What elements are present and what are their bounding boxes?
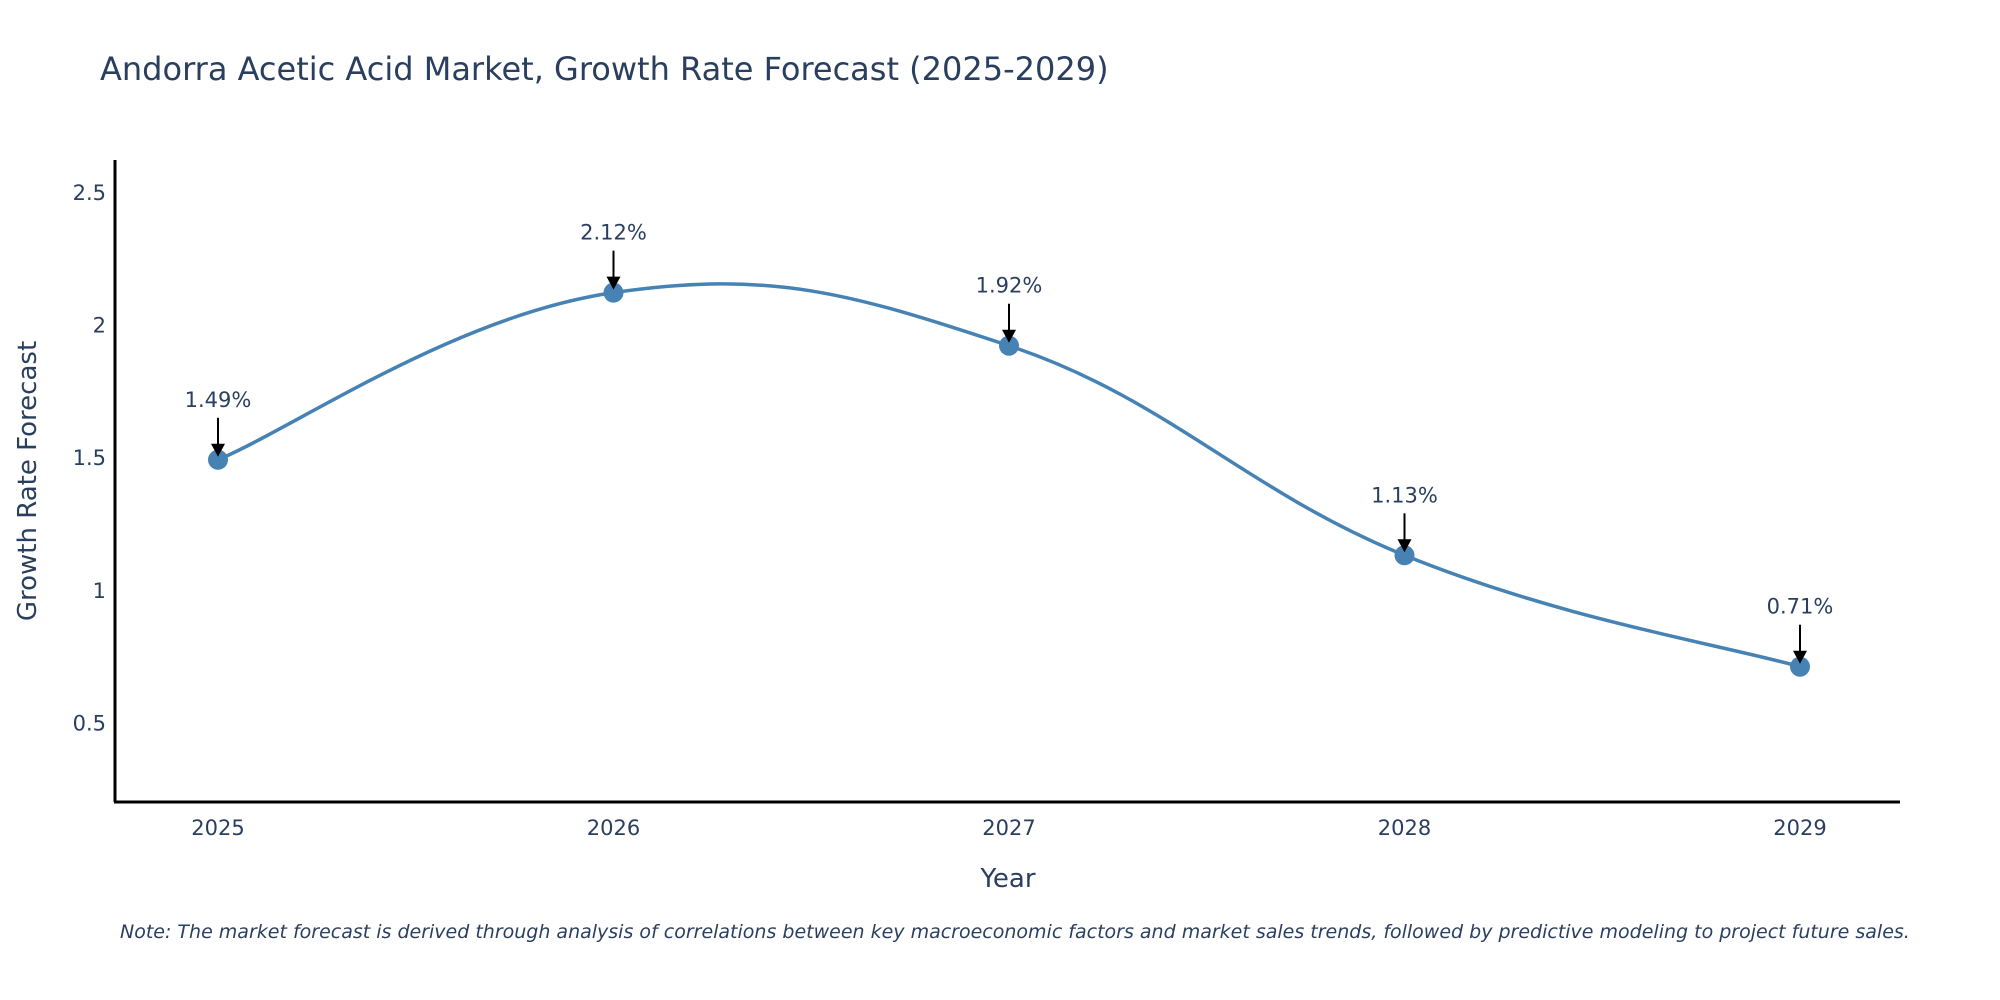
annotation-arrow-head (1397, 539, 1412, 553)
y-axis-title: Growth Rate Forecast (13, 341, 43, 621)
annotation-arrow-head (1793, 650, 1807, 664)
x-tick-label: 2026 (587, 816, 640, 840)
y-axis-ticks: 0.5 1 1.5 2 2.5 (73, 181, 106, 736)
x-axis-title: Year (979, 864, 1035, 894)
data-point (603, 282, 624, 303)
x-tick-label: 2027 (982, 816, 1035, 840)
x-tick-label: 2025 (191, 816, 244, 840)
x-axis-ticks: 2025 2026 2027 2028 2029 (191, 816, 1826, 840)
data-point (1394, 545, 1415, 566)
annotation-arrow-head (1002, 329, 1016, 343)
y-tick-label: 1 (93, 579, 106, 603)
chart-footnote: Note: The market forecast is derived thr… (120, 921, 1910, 943)
data-label: 2.12% (580, 221, 647, 245)
y-tick-label: 2 (93, 313, 106, 337)
data-annotations: 1.49% 2.12% 1.92% 1.13% 0.71% (185, 221, 1834, 664)
annotation-arrow-head (606, 276, 621, 290)
y-tick-label: 0.5 (73, 711, 106, 735)
x-tick-label: 2028 (1378, 816, 1431, 840)
x-tick-label: 2029 (1773, 816, 1826, 840)
data-point (208, 449, 228, 470)
data-label: 1.49% (185, 388, 252, 412)
annotation-arrow-head (211, 443, 225, 457)
data-point (999, 335, 1019, 356)
y-tick-label: 2.5 (73, 181, 106, 205)
chart-title: Andorra Acetic Acid Market, Growth Rate … (100, 50, 1109, 88)
data-label: 0.71% (1767, 595, 1834, 619)
data-point (1790, 656, 1810, 677)
data-label: 1.13% (1371, 483, 1438, 507)
y-tick-label: 1.5 (73, 446, 106, 470)
data-markers (208, 282, 1810, 677)
data-label: 1.92% (976, 274, 1043, 298)
